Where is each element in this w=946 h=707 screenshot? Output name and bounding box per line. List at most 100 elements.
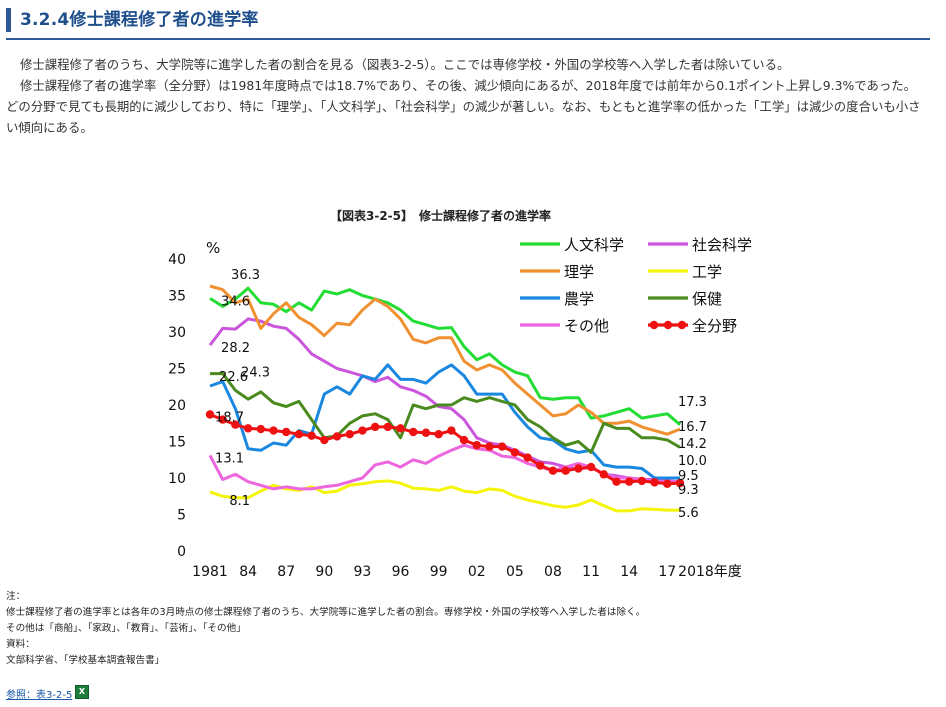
x-tick-label: 05	[506, 564, 524, 580]
series-point	[624, 477, 634, 486]
legend-label: 全分野	[692, 317, 737, 335]
series-point	[561, 466, 570, 475]
legend-label: 人文科学	[564, 236, 624, 254]
end-value-label: 16.7	[678, 420, 707, 435]
series-point	[523, 453, 532, 462]
series-point	[574, 464, 583, 473]
x-tick-label: 96	[392, 564, 410, 580]
series-point	[231, 420, 240, 429]
y-tick-label: 30	[168, 325, 186, 341]
series-line	[209, 284, 681, 436]
end-value-label: 14.2	[678, 437, 707, 452]
notes-label: 注：	[6, 591, 26, 602]
legend-label: その他	[564, 317, 609, 335]
legend-label: 理学	[564, 263, 594, 281]
y-tick-label: 5	[177, 508, 186, 524]
series-point	[548, 466, 558, 475]
start-value-label: 18.7	[215, 410, 244, 425]
notes-line-1: 修士課程修了者の進学率とは各年の3月時点の修士課程修了者のうち、大学院等に進学し…	[6, 607, 646, 618]
x-tick-label: 17	[658, 564, 676, 580]
y-tick-label: 35	[168, 289, 186, 305]
series-line	[209, 479, 680, 513]
series-point	[409, 427, 418, 437]
x-tick-label: 1981	[192, 564, 228, 580]
series-point	[243, 424, 253, 433]
x-axis: 1981 84 87 90 93 96 99 02 05 08 11 14 17 2018年度	[192, 564, 742, 580]
series-point	[256, 424, 266, 434]
start-value-label: 28.2	[221, 341, 250, 356]
end-value-label: 9.3	[678, 483, 699, 498]
series-point	[650, 478, 659, 487]
figure-caption: 【図表3-2-5】 修士課程修了者の進学率	[330, 209, 552, 223]
source-text: 文部科学省、「学校基本調査報告書」	[6, 655, 165, 666]
series-point	[663, 479, 672, 489]
start-value-label: 36.3	[231, 268, 260, 283]
excel-file-icon[interactable]: X	[75, 685, 89, 699]
y-tick-label: 20	[168, 398, 186, 414]
y-tick-label: 40	[168, 252, 186, 268]
y-axis-unit: %	[206, 239, 220, 257]
x-tick-label: 14	[620, 564, 638, 580]
source-label: 資料：	[6, 639, 35, 650]
series-point	[218, 415, 227, 424]
series-point	[269, 426, 278, 435]
reference-table-link[interactable]: 参照：表3-2-5	[6, 690, 73, 701]
x-tick-label: 11	[582, 564, 600, 580]
chart-background	[160, 228, 770, 583]
end-value-label: 10.0	[678, 454, 707, 469]
analysis-paragraph: 修士課程修了者の進学率（全分野）は1981年度時点では18.7%であり、その後、…	[6, 78, 921, 135]
x-tick-label: 99	[430, 564, 448, 580]
series-point	[370, 422, 380, 432]
end-value-label: 5.6	[678, 506, 699, 521]
series-point	[497, 442, 507, 451]
x-tick-label: 08	[544, 564, 562, 580]
x-tick-label: 84	[239, 564, 257, 580]
series-line	[209, 363, 680, 480]
legend-marker	[649, 320, 659, 330]
end-value-label: 9.5	[678, 469, 699, 484]
y-tick-label: 15	[168, 435, 186, 451]
section-heading: 3.2.4修士課程修了者の進学率	[6, 6, 930, 40]
series-point	[459, 435, 469, 445]
legend-label: 保健	[692, 290, 722, 308]
series-point	[383, 422, 393, 432]
legend-label: 農学	[564, 290, 594, 308]
y-axis: 0 5 10 15 20 25 30 35 40%	[168, 239, 220, 560]
y-tick-label: 25	[168, 362, 186, 378]
page-title: 3.2.4修士課程修了者の進学率	[20, 10, 259, 30]
legend-marker	[677, 320, 687, 330]
start-value-label: 22.6	[219, 370, 248, 385]
legend-label: 社会科学	[692, 236, 752, 254]
series-point	[637, 476, 647, 486]
series-point	[599, 470, 608, 479]
series-point	[332, 432, 342, 441]
x-tick-label: 02	[468, 564, 486, 580]
series-point	[320, 435, 329, 445]
legend-label: 工学	[692, 263, 722, 281]
series-point	[282, 427, 291, 437]
x-tick-label: 93	[354, 564, 372, 580]
series-point	[447, 426, 456, 435]
start-value-label: 13.1	[215, 451, 244, 466]
heading-accent-bar	[6, 8, 11, 32]
series-point	[612, 477, 621, 486]
series-point	[205, 410, 215, 419]
series-point	[472, 440, 481, 450]
figure-notes: 注： 修士課程修了者の進学率とは各年の3月時点の修士課程修了者のうち、大学院等に…	[6, 589, 645, 669]
start-value-label: 8.1	[229, 494, 250, 509]
intro-paragraph: 修士課程修了者のうち、大学院等に進学した者の割合を見る（図表3-2-5）。ここで…	[20, 57, 790, 72]
series-lines	[205, 284, 685, 513]
series-point	[294, 430, 304, 439]
y-tick-label: 10	[168, 471, 186, 487]
series-point	[586, 462, 596, 472]
x-axis-end-label: 2018年度	[678, 564, 742, 580]
x-tick-label: 87	[277, 564, 295, 580]
series-point	[675, 478, 685, 488]
series-point	[485, 442, 494, 451]
series-point	[358, 426, 367, 435]
end-value-label: 17.3	[678, 395, 707, 410]
series-point	[345, 430, 354, 439]
start-value-label: 34.6	[221, 294, 250, 309]
series-point	[421, 428, 431, 437]
